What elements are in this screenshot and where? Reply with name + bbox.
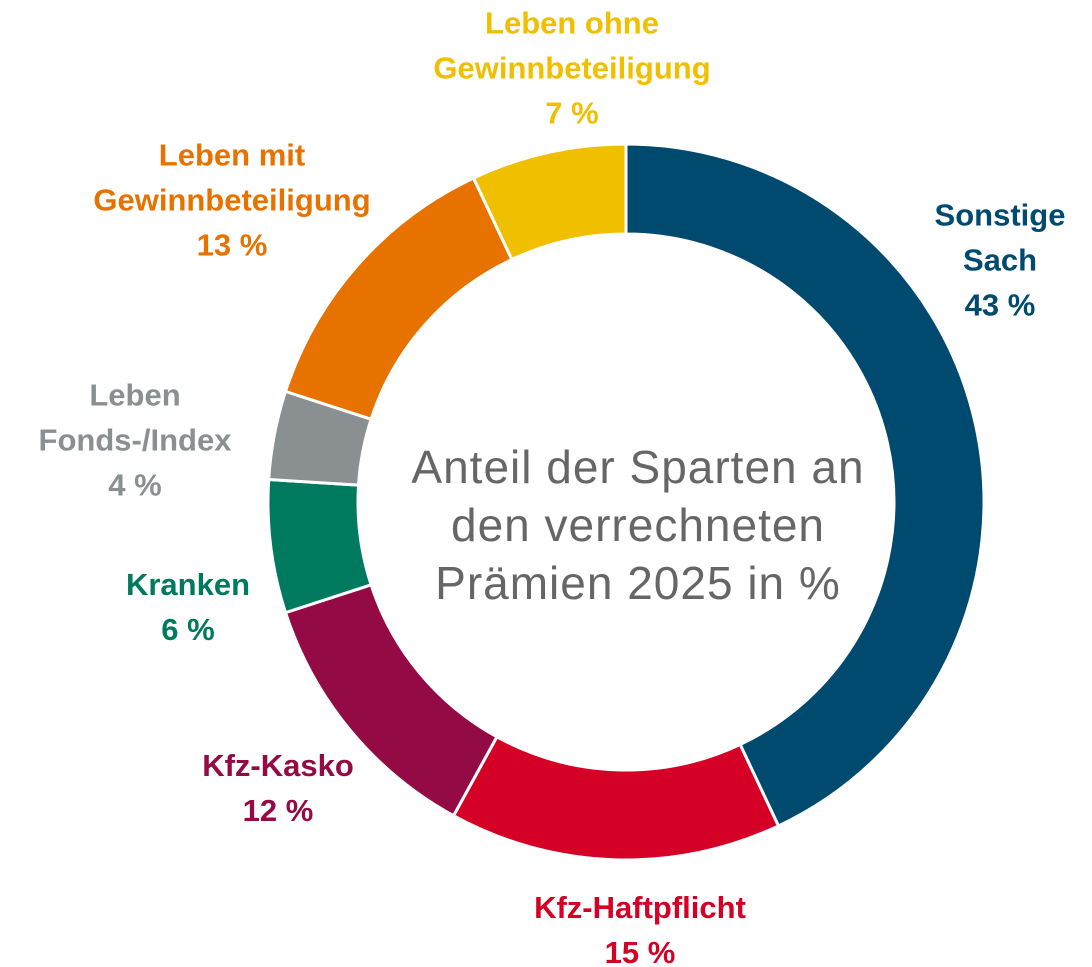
segment-label: Leben ohne Gewinnbeteiligung 7 % [402,1,742,136]
value-label: 7 % [545,95,599,131]
segment-label: Kranken 6 % [88,562,288,652]
value-label: 12 % [242,793,314,828]
value-label: 13 % [196,227,268,263]
value-label: 6 % [161,612,215,647]
value-label: 15 % [604,935,676,967]
segment-label: Leben Fonds-/Index 4 % [15,373,255,508]
category-name: Sonstige Sach [934,197,1066,278]
category-name: Kfz-Haftpflicht [534,890,746,925]
donut-segment [451,734,781,862]
category-name: Kranken [125,567,251,602]
category-name: Kfz-Kasko [202,748,354,783]
chart-title: Anteil der Sparten an den verrechneten P… [411,441,865,609]
category-name: Leben ohne Gewinnbeteiligung [433,5,711,86]
value-label: 43 % [964,287,1036,323]
segment-label: Kfz-Kasko 12 % [168,743,388,833]
category-name: Leben mit Gewinnbeteiligung [93,137,371,218]
donut-segment [471,142,628,262]
category-name: Leben Fonds-/Index [38,377,232,458]
segment-label: Sonstige Sach 43 % [920,193,1080,328]
segment-label: Kfz-Haftpflicht 15 % [480,885,800,967]
value-label: 4 % [108,467,162,503]
segment-label: Leben mit Gewinnbeteiligung 13 % [62,133,402,268]
donut-segment [624,142,986,828]
